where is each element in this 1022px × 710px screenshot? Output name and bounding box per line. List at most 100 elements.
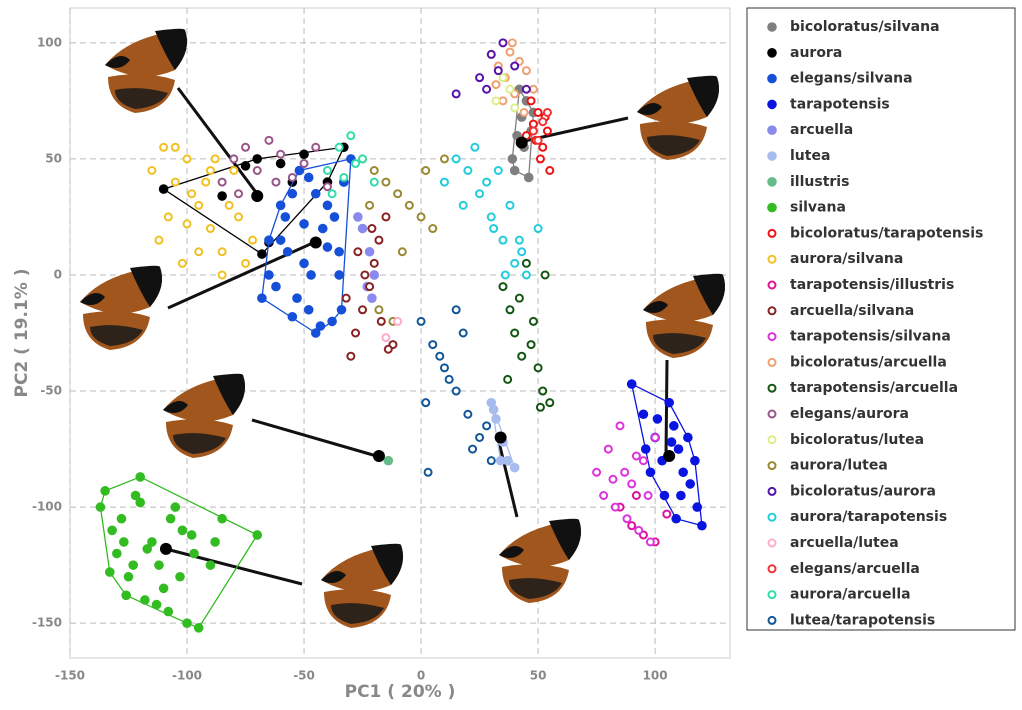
legend-marker (769, 282, 776, 289)
data-point (128, 560, 138, 570)
data-point (507, 86, 514, 93)
data-point (539, 118, 546, 125)
data-point (511, 330, 518, 337)
legend-label: aurora/arcuella (790, 587, 911, 603)
data-point (242, 260, 249, 267)
centroid (516, 137, 528, 149)
data-point (499, 283, 506, 290)
data-point (683, 433, 693, 443)
data-point (301, 160, 308, 167)
data-point (633, 453, 640, 460)
data-point (299, 149, 309, 159)
data-point (306, 270, 316, 280)
legend-label: bicoloratus/lutea (790, 432, 924, 448)
data-point (316, 321, 326, 331)
legend-label: tarapotensis/silvana (790, 329, 951, 345)
data-point (382, 334, 389, 341)
data-point (354, 248, 361, 255)
data-point (121, 591, 131, 601)
data-point (375, 306, 382, 313)
data-point (441, 155, 448, 162)
data-point (359, 155, 366, 162)
data-point (327, 317, 337, 327)
data-point (100, 486, 110, 496)
data-point (330, 212, 340, 222)
data-point (299, 259, 309, 269)
legend-label: arcuella/silvana (790, 303, 914, 319)
data-point (507, 306, 514, 313)
data-point (502, 271, 509, 278)
data-point (353, 212, 363, 222)
data-point (366, 202, 373, 209)
data-point (511, 63, 518, 70)
data-point (663, 511, 670, 518)
x-tick-label: 50 (530, 669, 547, 683)
legend-label: elegans/arcuella (790, 561, 920, 577)
legend-marker (769, 488, 776, 495)
data-point (441, 179, 448, 186)
data-point (202, 179, 209, 186)
data-point (511, 104, 518, 111)
data-point (119, 537, 129, 547)
data-point (257, 249, 267, 259)
legend-marker (767, 100, 777, 110)
data-point (226, 202, 233, 209)
data-point (358, 224, 368, 234)
data-point (499, 237, 506, 244)
data-point (516, 237, 523, 244)
data-point (212, 155, 219, 162)
data-point (464, 411, 471, 418)
data-point (490, 225, 497, 232)
data-point (507, 49, 514, 56)
data-point (352, 160, 359, 167)
legend-label: bicoloratus/arcuella (790, 354, 947, 370)
data-point (511, 260, 518, 267)
y-tick-label: -100 (32, 500, 62, 514)
centroid (495, 431, 507, 443)
data-point (159, 584, 169, 594)
data-point (217, 191, 227, 201)
data-point (425, 469, 432, 476)
data-point (542, 271, 549, 278)
data-point (272, 179, 279, 186)
data-point (189, 549, 199, 559)
data-point (539, 388, 546, 395)
data-point (334, 247, 344, 257)
y-tick-label: -50 (40, 384, 62, 398)
legend-marker (769, 230, 776, 237)
data-point (394, 318, 401, 325)
data-point (140, 595, 150, 605)
data-point (252, 530, 262, 540)
data-point (277, 151, 284, 158)
data-point (535, 225, 542, 232)
data-point (483, 86, 490, 93)
data-point (508, 154, 518, 164)
data-point (337, 305, 347, 315)
legend-marker (769, 333, 776, 340)
data-point (418, 213, 425, 220)
data-point (660, 491, 670, 501)
data-point (544, 109, 551, 116)
y-tick-label: 50 (45, 151, 62, 165)
data-point (418, 318, 425, 325)
legend-marker (767, 48, 777, 58)
data-point (210, 537, 220, 547)
data-point (163, 607, 173, 617)
data-point (343, 295, 350, 302)
legend-marker (767, 74, 777, 84)
data-point (685, 479, 695, 489)
data-point (544, 128, 551, 135)
data-point (539, 144, 546, 151)
data-point (690, 456, 700, 466)
legend-marker (767, 203, 777, 213)
data-point (453, 155, 460, 162)
data-point (366, 283, 373, 290)
data-point (628, 480, 635, 487)
legend-label: tarapotensis (790, 96, 890, 112)
legend-label: arcuella/lutea (790, 535, 899, 551)
data-point (347, 353, 354, 360)
data-point (265, 137, 272, 144)
data-point (645, 492, 652, 499)
data-point (288, 189, 298, 199)
data-point (528, 341, 535, 348)
